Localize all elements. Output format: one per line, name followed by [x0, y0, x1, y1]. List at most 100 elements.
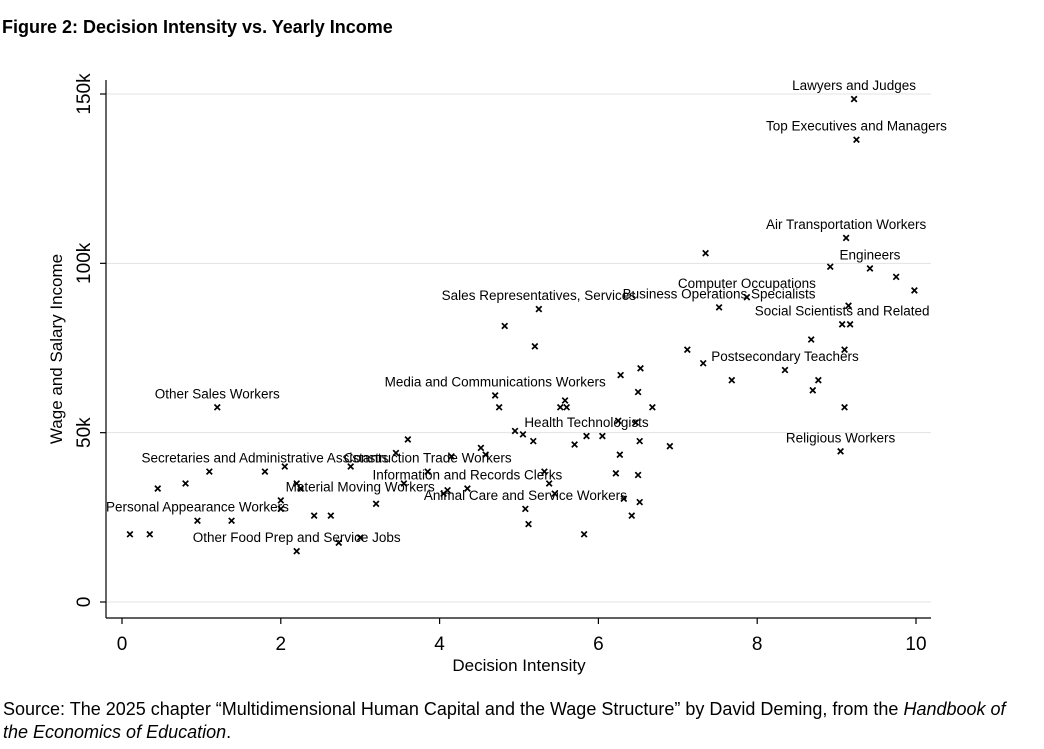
source-prefix: Source: The 2025 chapter “Multidimension…: [3, 699, 899, 719]
data-point: [807, 336, 815, 343]
data-points: [126, 95, 918, 555]
point-label: Information and Records Clerks: [372, 468, 562, 483]
point-label: Construction Trade Workers: [344, 451, 512, 466]
data-point: [838, 320, 846, 328]
data-point: [205, 468, 213, 476]
data-point: [715, 303, 723, 311]
x-tick-label: 2: [276, 634, 287, 655]
data-point: [154, 485, 162, 492]
figure-title: Figure 2: Decision Intensity vs. Yearly …: [2, 17, 393, 37]
data-point: [743, 293, 751, 301]
data-point: [448, 452, 455, 460]
data-point: [617, 371, 625, 379]
data-point: [842, 234, 850, 242]
point-label: Computer Occupations: [678, 276, 816, 291]
data-point: [636, 498, 644, 506]
data-point: [892, 273, 900, 281]
data-point: [614, 417, 622, 425]
data-point: [683, 346, 691, 354]
data-point: [519, 430, 527, 438]
data-point: [580, 530, 588, 538]
data-point: [620, 495, 628, 503]
data-point: [826, 263, 834, 271]
data-point: [327, 512, 335, 520]
data-point: [213, 403, 221, 411]
point-label: Animal Care and Service Workers: [424, 488, 627, 503]
data-point: [781, 366, 789, 374]
point-label: Health Technologists: [524, 415, 649, 430]
data-point: [853, 136, 860, 144]
point-label: Business Operations Specialists: [623, 286, 816, 301]
data-point: [146, 530, 154, 538]
source-suffix: .: [226, 722, 232, 742]
data-point: [521, 505, 529, 513]
point-label: Media and Communications Workers: [385, 374, 606, 389]
data-point: [293, 547, 301, 555]
data-point: [728, 376, 736, 384]
data-point: [277, 496, 285, 504]
data-point: [525, 520, 532, 528]
data-point: [529, 437, 537, 445]
data-point: [335, 539, 343, 547]
gridlines: [107, 93, 931, 603]
data-point: [845, 302, 852, 310]
data-point: [182, 480, 189, 487]
point-label: Top Executives and Managers: [766, 119, 947, 134]
x-tick-label: 6: [593, 634, 604, 655]
point-label: Lawyers and Judges: [792, 78, 916, 93]
source-note: Source: The 2025 chapter “Multidimension…: [3, 698, 1033, 744]
data-point: [814, 376, 822, 384]
data-point: [277, 505, 285, 513]
data-point: [477, 444, 485, 452]
data-point: [911, 287, 918, 294]
source-book-title: Handbook of the Economics of Education: [3, 699, 1006, 742]
point-label: Material Moving Workers: [286, 479, 435, 494]
data-point: [372, 500, 380, 508]
data-point: [841, 403, 848, 411]
y-tick-label: 100k: [74, 242, 95, 284]
x-tick-label: 4: [434, 634, 445, 655]
data-point: [563, 403, 571, 411]
point-label: Religious Workers: [786, 430, 896, 445]
data-point: [310, 512, 318, 520]
data-point: [501, 322, 509, 330]
point-label: Personal Appearance Workers: [106, 500, 289, 515]
x-tick-label: 10: [905, 634, 926, 655]
data-point: [404, 436, 412, 443]
point-label: Air Transportation Workers: [766, 217, 927, 232]
data-point: [551, 490, 559, 498]
y-tick-label: 0: [74, 597, 95, 608]
data-point: [699, 359, 707, 367]
y-tick-label: 50k: [74, 417, 95, 448]
data-point: [628, 512, 636, 520]
data-point: [545, 480, 553, 487]
data-point: [637, 364, 644, 372]
data-point: [424, 468, 432, 476]
data-point: [261, 468, 269, 476]
data-point: [347, 463, 355, 470]
data-point: [531, 342, 539, 350]
data-point: [535, 305, 543, 313]
y-axis-label: Wage and Salary Income: [47, 254, 66, 444]
data-point: [583, 432, 590, 440]
data-point: [598, 432, 606, 440]
point-labels: Lawyers and Judges Top Executives and Man…: [106, 78, 947, 545]
data-point: [841, 346, 848, 354]
data-point: [571, 441, 578, 448]
data-point: [556, 403, 564, 411]
data-point: [846, 320, 854, 328]
scatter-chart: 0 2 4 6 8 10 0 50k 100k 150k Lawyers and Judges T…: [47, 73, 947, 675]
data-point: [636, 437, 644, 445]
data-point: [444, 486, 451, 494]
data-point: [511, 427, 519, 435]
data-point: [616, 451, 624, 459]
data-point: [392, 449, 400, 457]
point-label: Postsecondary Teachers: [711, 349, 859, 364]
data-point: [648, 403, 656, 411]
data-point: [482, 451, 490, 459]
data-point: [356, 534, 364, 542]
data-point: [634, 388, 642, 396]
y-tick-label: 150k: [74, 73, 95, 115]
point-label: Engineers: [840, 247, 901, 262]
data-point: [850, 95, 858, 103]
